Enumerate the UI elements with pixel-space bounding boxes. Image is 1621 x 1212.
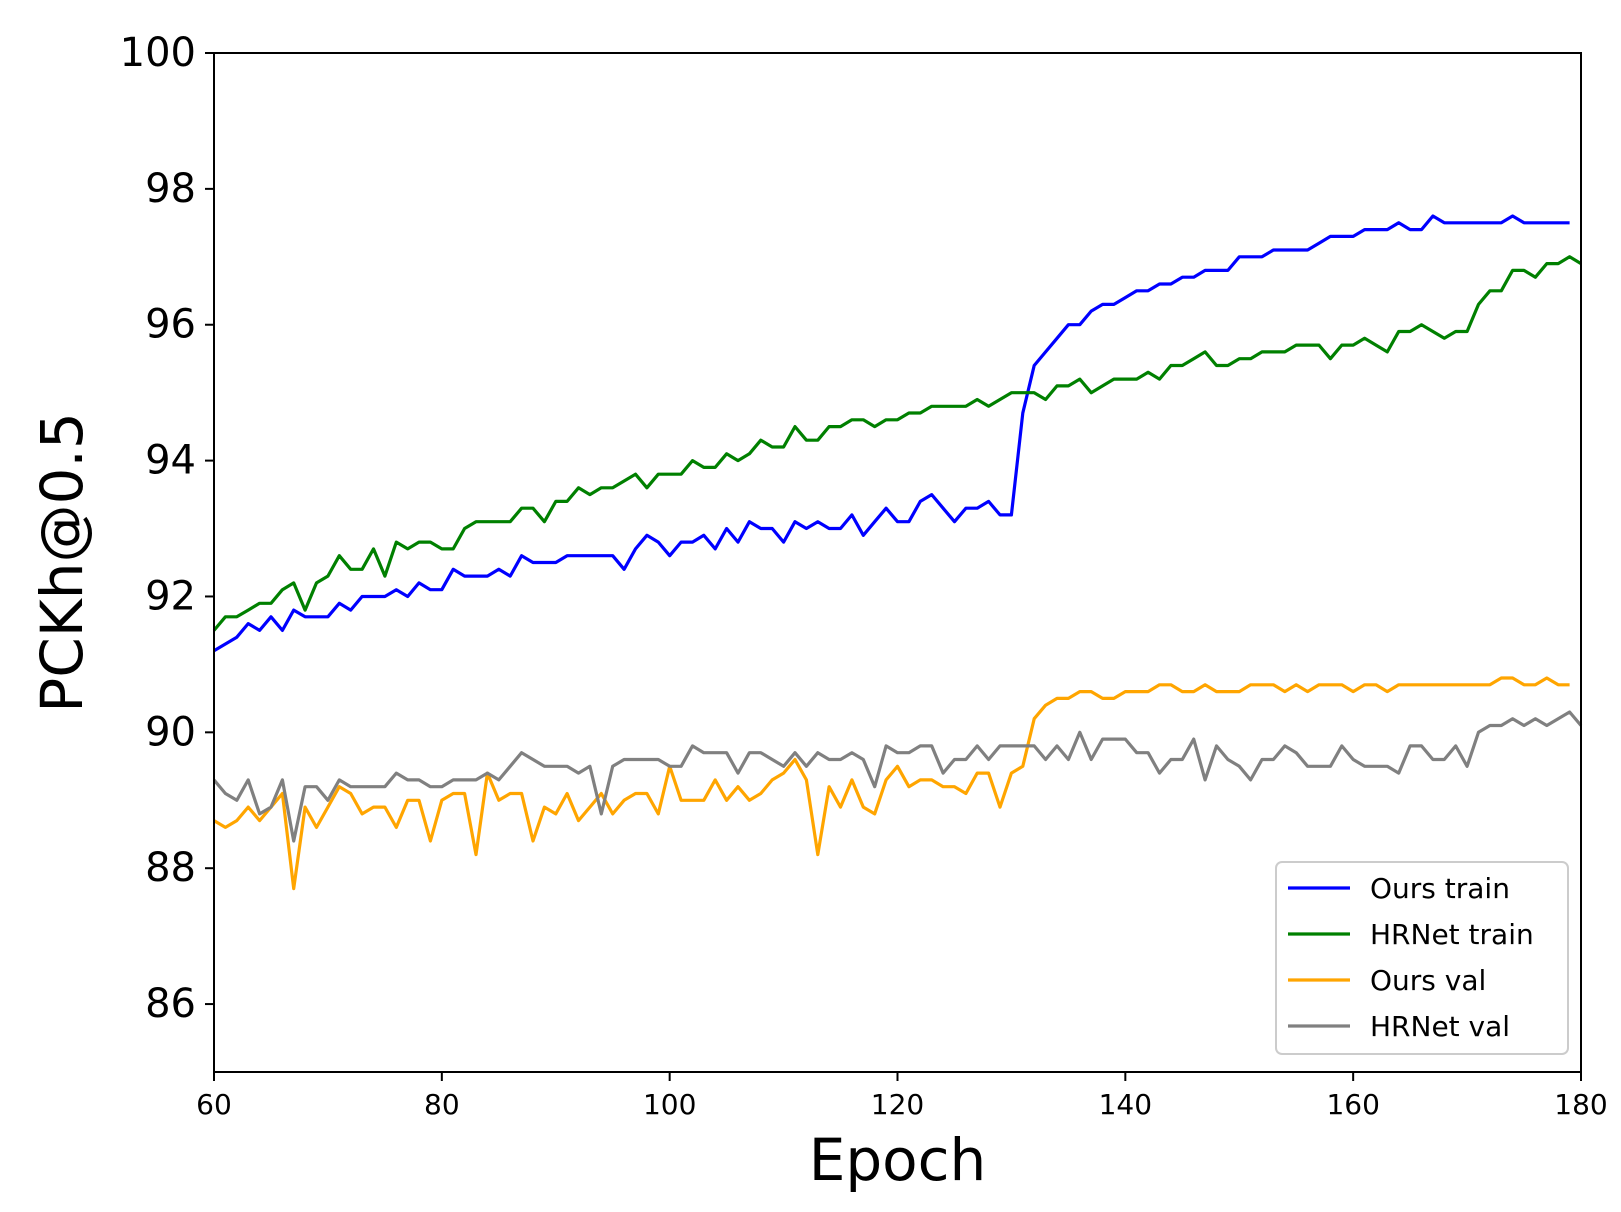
series-line-4 [212,710,1583,843]
series-line-1 [213,214,1570,653]
y-tick-label: 92 [145,573,196,619]
x-axis-title: Epoch [809,1126,987,1194]
y-tick-label: 100 [120,30,196,76]
legend-label: HRNet val [1370,1010,1510,1043]
x-tick-label: 100 [643,1088,696,1121]
x-tick-label: 140 [1099,1088,1152,1121]
y-tick-label: 90 [145,709,196,755]
x-axis-ticks: 60 80 100 120 140 160 180 [196,1072,1608,1121]
x-tick-label: 160 [1326,1088,1379,1121]
y-tick-label: 88 [145,845,196,891]
y-axis-ticks: 86 88 90 92 94 96 98 100 [120,30,214,1027]
legend-label: Ours val [1370,964,1486,997]
y-tick-label: 94 [145,438,196,484]
y-tick-label: 96 [145,302,196,348]
legend-box [1275,861,1569,1055]
y-tick-label: 98 [145,166,196,212]
x-tick-label: 80 [424,1088,460,1121]
series-line-3 [213,676,1570,891]
legend-label: Ours train [1370,872,1510,905]
x-tick-label: 60 [196,1088,232,1121]
legend-label: HRNet train [1370,918,1534,951]
y-axis-title: PCKh@0.5 [28,412,96,713]
y-tick-label: 86 [145,981,196,1027]
plot-lines [212,214,1583,891]
x-tick-label: 180 [1554,1088,1607,1121]
legend: Ours train HRNet train Ours val HRNet val [1275,861,1569,1055]
x-tick-label: 120 [871,1088,924,1121]
series-line-2 [212,255,1582,632]
